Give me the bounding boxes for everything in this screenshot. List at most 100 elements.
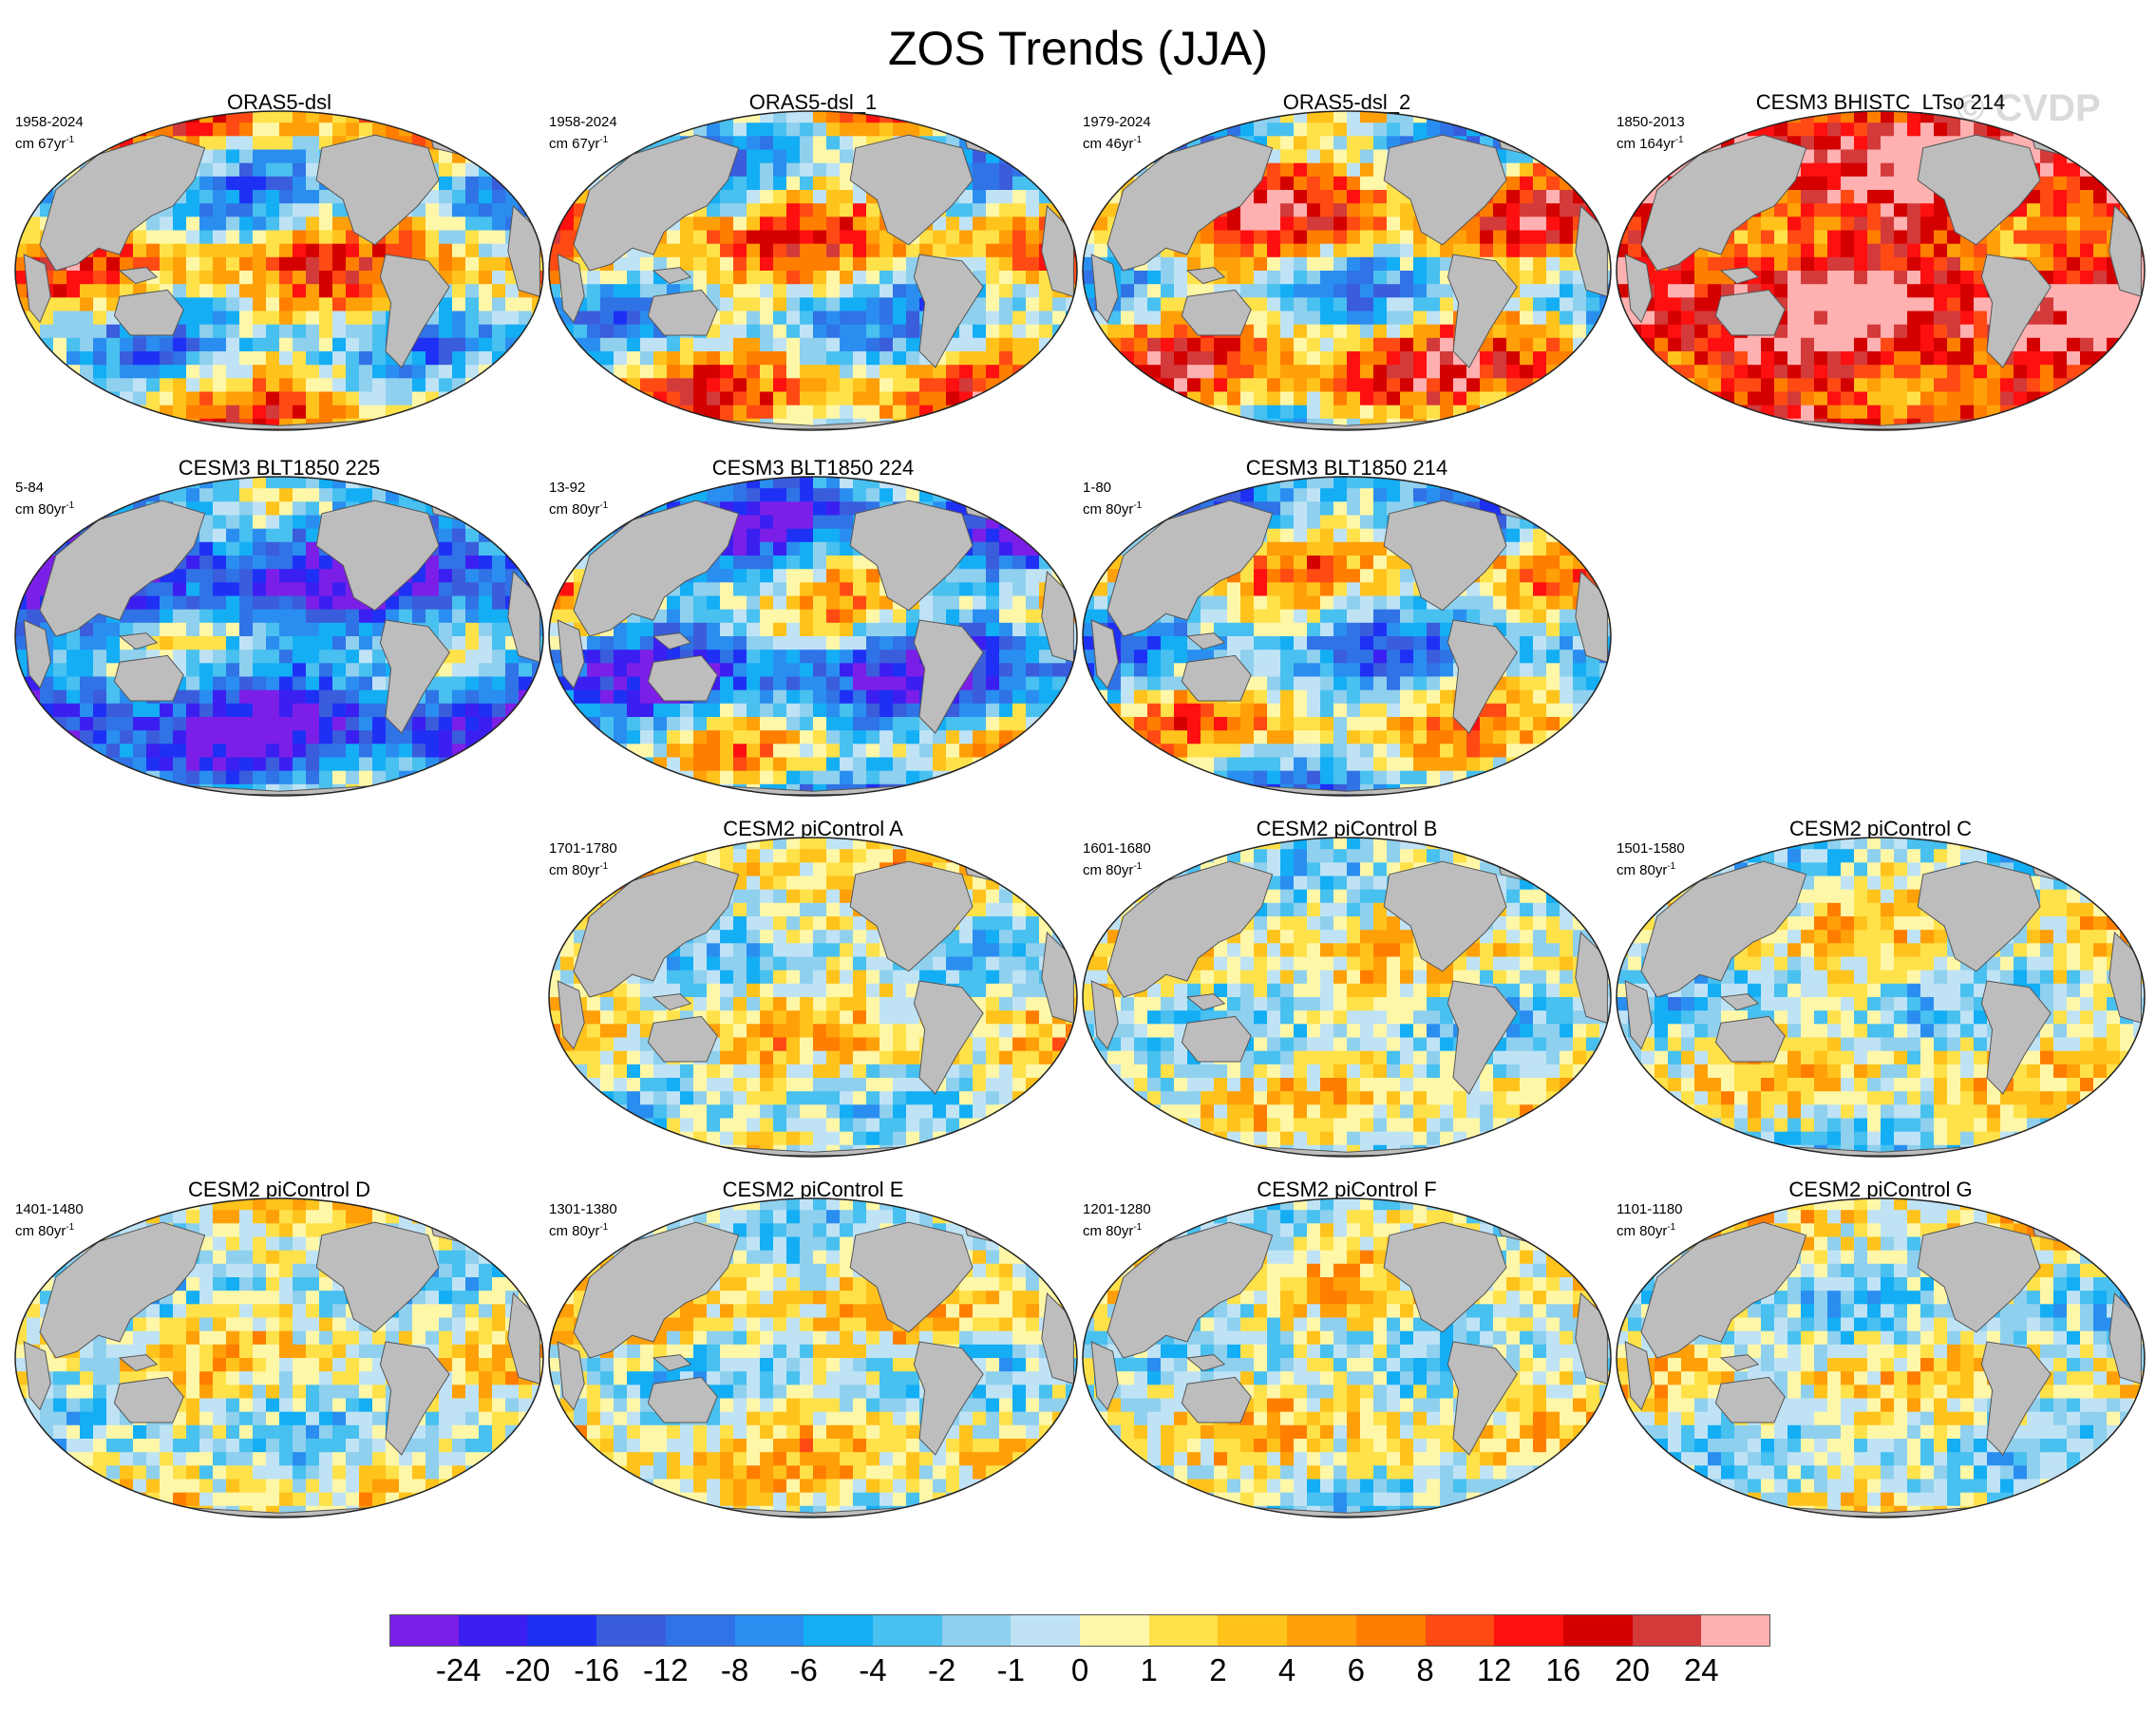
land-mass — [849, 860, 974, 972]
colorbar-box — [941, 1614, 1012, 1647]
land-mass — [647, 654, 718, 702]
land-mass — [118, 267, 159, 285]
land-mass — [1719, 267, 1760, 285]
colorbar-tick-label: 4 — [1277, 1652, 1296, 1687]
colorbar-frame — [389, 1614, 1770, 1647]
land-mass — [913, 619, 984, 734]
land-mass — [315, 499, 440, 612]
land-mass — [1181, 1376, 1252, 1423]
map-panel: CESM2 piControl A 1701-1780 cm 80yr-1 — [547, 817, 1079, 1178]
panel-title: CESM2 piControl G — [1788, 1178, 1973, 1201]
land-mass — [849, 1221, 974, 1333]
land-mass — [1917, 1221, 2041, 1333]
colorbar-box — [1701, 1614, 1771, 1647]
unit-exponent: -1 — [66, 500, 75, 511]
map-frame — [1616, 110, 2146, 431]
panel-unit-text: cm 80yr — [1617, 1223, 1668, 1239]
panel-period: 1301-1380 — [549, 1201, 617, 1217]
unit-exponent: -1 — [1133, 861, 1143, 872]
colorbar-box — [1148, 1614, 1219, 1647]
world-map — [1082, 476, 1612, 797]
world-map — [1082, 837, 1612, 1158]
colorbar-tick-label: -2 — [927, 1652, 956, 1687]
colorbar-tick-label: -1 — [996, 1652, 1025, 1687]
land-mass — [1383, 860, 1507, 972]
land-mass — [39, 134, 206, 272]
land-mass — [913, 254, 984, 368]
map-frame — [548, 837, 1078, 1158]
land-mass — [1181, 289, 1252, 336]
land-mass — [1714, 289, 1786, 336]
map-panel: CESM3 BLT1850 225 5-84 cm 80yr-1 — [13, 456, 545, 817]
land-mass — [1719, 993, 1760, 1011]
map-frame — [14, 110, 544, 431]
map-panel: CESM2 piControl E 1301-1380 cm 80yr-1 — [547, 1178, 1079, 1538]
panel-unit-text: cm 80yr — [1083, 862, 1134, 878]
panel-title: CESM2 piControl A — [723, 817, 903, 840]
world-map — [14, 1197, 544, 1518]
map-frame — [548, 476, 1078, 797]
land-mass — [1181, 654, 1252, 702]
map-frame — [1082, 837, 1612, 1158]
land-mass — [1447, 619, 1518, 734]
panel-title: CESM2 piControl B — [1256, 817, 1438, 840]
panel-title: CESM3 BLT1850 225 — [178, 456, 381, 480]
world-map — [1082, 1197, 1612, 1518]
land-mass — [849, 499, 974, 612]
panel-units: cm 80yr-1 — [1617, 858, 1675, 879]
land-mass — [23, 619, 51, 689]
figure-title: ZOS Trends (JJA) — [887, 22, 1269, 75]
world-map — [548, 1197, 1078, 1518]
panel-units: cm 67yr-1 — [15, 132, 74, 153]
land-mass — [23, 1341, 51, 1411]
world-map — [1616, 110, 2146, 431]
land-mass — [573, 860, 740, 998]
map-panel: CESM3 BHISTC_LTso 214 1850-2013 cm 164yr-1 — [1615, 90, 2147, 451]
map-frame — [14, 476, 544, 797]
colorbar-box — [1011, 1614, 1081, 1647]
colorbar-box — [389, 1614, 460, 1647]
panel-units: cm 80yr-1 — [549, 1219, 608, 1240]
land-mass — [647, 1376, 718, 1423]
map-panel: CESM2 piControl F 1201-1280 cm 80yr-1 — [1081, 1178, 1613, 1538]
map-panel: CESM3 BLT1850 214 1-80 cm 80yr-1 — [1081, 456, 1613, 817]
land-mass — [573, 499, 740, 637]
land-mass — [647, 1015, 718, 1063]
land-mass — [573, 1221, 740, 1359]
colorbar-box — [734, 1614, 804, 1647]
unit-exponent: -1 — [66, 135, 75, 145]
land-mass — [113, 654, 184, 702]
world-map — [1616, 837, 2146, 1158]
world-map — [1082, 110, 1612, 431]
land-mass — [1980, 980, 2052, 1095]
panel-unit-text: cm 80yr — [549, 862, 600, 878]
unit-exponent: -1 — [599, 500, 609, 511]
land-mass — [379, 254, 450, 368]
land-mass — [1106, 860, 1274, 998]
land-mass — [1980, 1341, 2052, 1456]
panel-units: cm 80yr-1 — [1083, 858, 1142, 879]
world-map — [548, 837, 1078, 1158]
land-mass — [1090, 980, 1119, 1050]
land-mass — [1106, 134, 1274, 272]
panel-units: cm 80yr-1 — [15, 1219, 74, 1240]
land-mass — [113, 289, 184, 336]
unit-exponent: -1 — [599, 1222, 609, 1233]
panel-title: CESM2 piControl C — [1789, 817, 1972, 840]
panel-period: 1201-1280 — [1083, 1201, 1151, 1217]
panel-period: 1501-1580 — [1617, 840, 1685, 857]
panel-period: 1701-1780 — [549, 840, 617, 857]
colorbar-tick-label: 1 — [1140, 1652, 1158, 1687]
land-mass — [1383, 134, 1507, 246]
panel-units: cm 67yr-1 — [549, 132, 608, 153]
map-frame — [14, 1197, 544, 1518]
colorbar-box — [527, 1614, 597, 1647]
panel-unit-text: cm 80yr — [549, 501, 600, 518]
colorbar-tick-label: 0 — [1070, 1652, 1089, 1687]
colorbar-tick-label: 24 — [1683, 1652, 1719, 1687]
land-mass — [557, 1341, 585, 1411]
map-frame — [1616, 837, 2146, 1158]
colorbar-tick-label: 8 — [1416, 1652, 1434, 1687]
land-mass — [573, 134, 740, 272]
panel-units: cm 80yr-1 — [1617, 1219, 1675, 1240]
